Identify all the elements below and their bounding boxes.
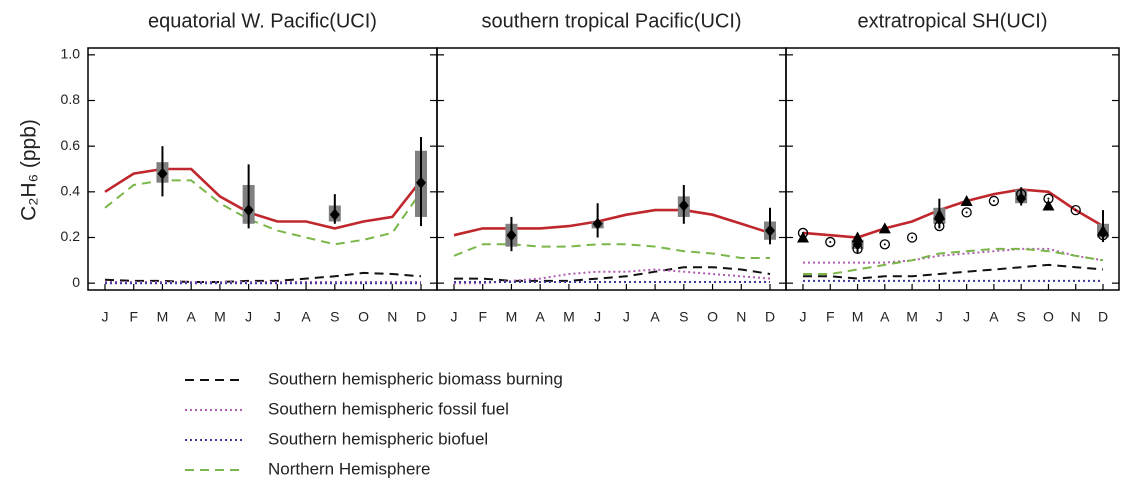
x-tick-label: M <box>214 309 226 325</box>
x-tick-label: D <box>765 309 775 325</box>
obs-circle <box>1070 204 1081 216</box>
y-tick-label: 0.6 <box>61 137 81 153</box>
series-line <box>104 179 422 246</box>
obs-circle <box>906 232 918 243</box>
x-tick-label: N <box>387 309 397 325</box>
obs-diamond <box>678 199 689 212</box>
x-tick-label: F <box>129 309 138 325</box>
x-tick-label: A <box>989 309 999 325</box>
plot-frame <box>87 47 438 291</box>
obs-circle <box>879 239 890 250</box>
obs-triangle <box>1097 224 1109 236</box>
obs-diamond <box>157 167 168 180</box>
obs-diamond <box>765 224 775 237</box>
x-tick-label: J <box>623 309 630 325</box>
x-tick-label: J <box>800 309 807 325</box>
obs-triangle <box>878 222 891 234</box>
plot-frame <box>436 47 787 291</box>
obs-circle <box>852 243 863 255</box>
x-tick-label: J <box>245 309 252 325</box>
x-tick-label: J <box>102 309 109 325</box>
obs-circle-dot <box>829 241 832 244</box>
series-line <box>803 263 1104 280</box>
y-tick-label: 0 <box>72 274 80 290</box>
x-tick-label: N <box>1071 309 1081 325</box>
x-tick-label: M <box>157 309 169 325</box>
series-line <box>803 247 1104 275</box>
obs-circle <box>1016 188 1027 200</box>
x-tick-label: A <box>301 309 311 325</box>
y-tick-label: 0.8 <box>61 91 81 107</box>
legend-label: Southern hemispheric biofuel <box>268 429 488 448</box>
x-tick-label: S <box>1017 309 1026 325</box>
x-tick-label: A <box>650 309 660 325</box>
x-tick-label: O <box>358 309 369 325</box>
obs-circle-dot <box>965 211 968 214</box>
obs-circle-dot <box>911 236 914 239</box>
obs-circle-dot <box>1074 209 1077 212</box>
obs-diamond <box>243 204 254 217</box>
x-tick-label: J <box>936 309 943 325</box>
series-line <box>104 167 423 230</box>
y-axis-label: C₂H₆ (ppb) <box>18 119 41 221</box>
x-tick-label: A <box>536 309 546 325</box>
x-tick-label: O <box>1043 309 1054 325</box>
plot-frame <box>785 47 1120 291</box>
obs-circle-dot <box>938 225 941 228</box>
x-tick-label: N <box>736 309 746 325</box>
x-tick-label: S <box>330 309 339 325</box>
x-tick-label: S <box>679 309 688 325</box>
series-line <box>454 266 771 282</box>
x-tick-label: J <box>963 309 970 325</box>
obs-triangle <box>851 231 864 243</box>
obs-diamond <box>416 176 426 189</box>
obs-triangle <box>1042 199 1055 211</box>
x-tick-label: M <box>852 309 864 325</box>
x-tick-label: F <box>478 309 487 325</box>
y-tick-label: 0.4 <box>61 183 81 199</box>
y-tick-label: 0.2 <box>61 228 81 244</box>
x-tick-label: J <box>274 309 281 325</box>
obs-circle-dot <box>856 247 859 250</box>
x-tick-label: M <box>563 309 575 325</box>
panel-title: extratropical SH(UCI) <box>857 10 1047 32</box>
series-line <box>453 243 770 259</box>
obs-diamond <box>506 229 517 242</box>
x-tick-label: J <box>594 309 601 325</box>
obs-circle-dot <box>1047 197 1050 200</box>
series-line <box>803 247 1104 264</box>
x-tick-label: D <box>416 309 426 325</box>
obs-circle <box>961 207 972 218</box>
obs-diamond <box>329 208 340 221</box>
x-tick-label: M <box>506 309 518 325</box>
panel-title: equatorial W. Pacific(UCI) <box>148 10 377 32</box>
legend-label: Southern hemispheric biomass burning <box>268 369 563 388</box>
obs-circle-dot <box>883 243 886 246</box>
legend-label: Southern hemispheric fossil fuel <box>268 399 509 418</box>
obs-triangle <box>960 194 973 206</box>
obs-circle <box>988 195 1000 207</box>
x-tick-label: O <box>707 309 718 325</box>
obs-circle-dot <box>1020 193 1023 196</box>
x-tick-label: A <box>880 309 890 325</box>
x-tick-label: A <box>187 309 197 325</box>
obs-diamond <box>592 217 603 230</box>
x-tick-label: D <box>1098 309 1108 325</box>
x-tick-label: J <box>451 309 458 325</box>
x-tick-label: M <box>906 309 918 325</box>
obs-circle <box>934 220 945 232</box>
y-tick-label: 1.0 <box>61 46 81 62</box>
obs-triangle <box>933 208 946 220</box>
panel-title: southern tropical Pacific(UCI) <box>481 10 741 32</box>
series-line <box>104 271 422 283</box>
legend-label: Northern Hemisphere <box>268 459 431 478</box>
series-line <box>802 188 1104 239</box>
obs-circle <box>825 236 836 248</box>
x-tick-label: F <box>826 309 835 325</box>
series-line <box>453 208 771 237</box>
series-line <box>454 268 771 285</box>
obs-circle-dot <box>992 199 995 202</box>
obs-triangle <box>797 231 809 243</box>
